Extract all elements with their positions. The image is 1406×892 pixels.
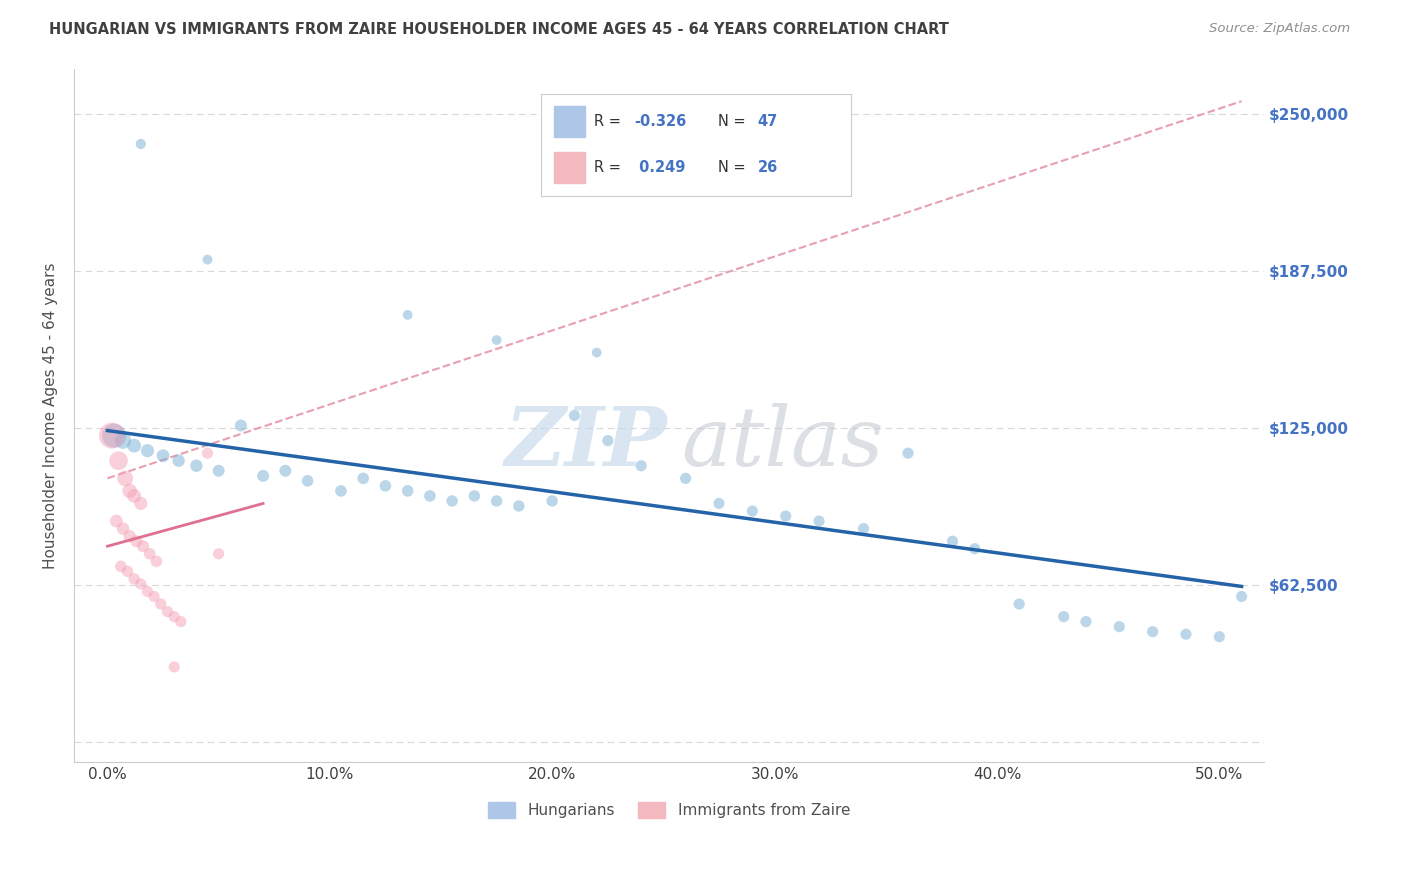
Point xyxy=(897,446,920,460)
Point xyxy=(105,514,128,528)
Point xyxy=(163,609,186,624)
Text: R =: R = xyxy=(593,160,621,175)
Point xyxy=(122,572,145,586)
Text: R =: R = xyxy=(593,114,621,128)
Point xyxy=(167,454,190,468)
Text: Source: ZipAtlas.com: Source: ZipAtlas.com xyxy=(1209,22,1350,36)
Point xyxy=(419,489,441,503)
Text: HUNGARIAN VS IMMIGRANTS FROM ZAIRE HOUSEHOLDER INCOME AGES 45 - 64 YEARS CORRELA: HUNGARIAN VS IMMIGRANTS FROM ZAIRE HOUSE… xyxy=(49,22,949,37)
Point xyxy=(374,479,396,493)
Text: 47: 47 xyxy=(758,114,778,128)
Y-axis label: Householder Income Ages 45 - 64 years: Householder Income Ages 45 - 64 years xyxy=(44,262,58,569)
Point xyxy=(352,471,374,485)
Legend: Hungarians, Immigrants from Zaire: Hungarians, Immigrants from Zaire xyxy=(482,796,856,824)
Point xyxy=(103,428,125,442)
Point xyxy=(1008,597,1031,611)
Text: atlas: atlas xyxy=(681,403,883,483)
Point xyxy=(111,434,134,448)
Point xyxy=(596,434,619,448)
Point xyxy=(129,577,152,591)
Point xyxy=(114,471,136,485)
Point xyxy=(136,443,159,458)
Point xyxy=(138,547,160,561)
Point xyxy=(485,333,508,347)
Point xyxy=(149,597,172,611)
Point xyxy=(707,496,730,510)
Point xyxy=(118,529,141,543)
Point xyxy=(122,439,145,453)
Point xyxy=(508,499,530,513)
Point xyxy=(1175,627,1198,641)
Point xyxy=(297,474,319,488)
Point xyxy=(208,464,231,478)
Bar xyxy=(554,106,585,136)
Point xyxy=(101,428,124,442)
Point xyxy=(156,605,179,619)
Point xyxy=(808,514,831,528)
Point xyxy=(122,489,145,503)
Point xyxy=(1053,609,1076,624)
Point xyxy=(143,590,166,604)
Point xyxy=(329,483,352,498)
Point xyxy=(274,464,297,478)
Point xyxy=(117,565,139,579)
Point xyxy=(170,615,193,629)
Point xyxy=(463,489,485,503)
Point xyxy=(396,308,419,322)
Point xyxy=(208,547,231,561)
Point xyxy=(186,458,208,473)
Point xyxy=(229,418,252,433)
Text: ZIP: ZIP xyxy=(505,403,666,483)
Point xyxy=(485,494,508,508)
Point xyxy=(741,504,763,518)
Point xyxy=(630,458,652,473)
Point xyxy=(1142,624,1164,639)
Point xyxy=(564,409,586,423)
Point xyxy=(1074,615,1097,629)
Point xyxy=(132,539,155,553)
Point xyxy=(675,471,697,485)
Point xyxy=(441,494,464,508)
Point xyxy=(1208,630,1230,644)
Point xyxy=(107,454,129,468)
Point xyxy=(396,483,419,498)
Point xyxy=(152,449,174,463)
Bar xyxy=(554,153,585,183)
Point xyxy=(197,252,219,267)
Point xyxy=(145,554,167,568)
Point xyxy=(197,446,219,460)
Point xyxy=(118,483,141,498)
Point xyxy=(963,541,986,556)
Text: -0.326: -0.326 xyxy=(634,114,686,128)
Point xyxy=(541,494,564,508)
Point xyxy=(1108,620,1130,634)
Point xyxy=(941,534,963,549)
Point xyxy=(1230,590,1253,604)
Point xyxy=(129,496,152,510)
Point xyxy=(125,534,148,549)
Text: 26: 26 xyxy=(758,160,778,175)
Point xyxy=(163,660,186,674)
Point xyxy=(775,509,797,524)
Text: 0.249: 0.249 xyxy=(634,160,686,175)
Point xyxy=(136,584,159,599)
Point xyxy=(111,522,134,536)
Point xyxy=(129,136,152,151)
Point xyxy=(585,345,607,359)
Point xyxy=(852,522,875,536)
Text: N =: N = xyxy=(717,160,745,175)
Point xyxy=(252,468,274,483)
Text: N =: N = xyxy=(717,114,745,128)
Point xyxy=(110,559,132,574)
